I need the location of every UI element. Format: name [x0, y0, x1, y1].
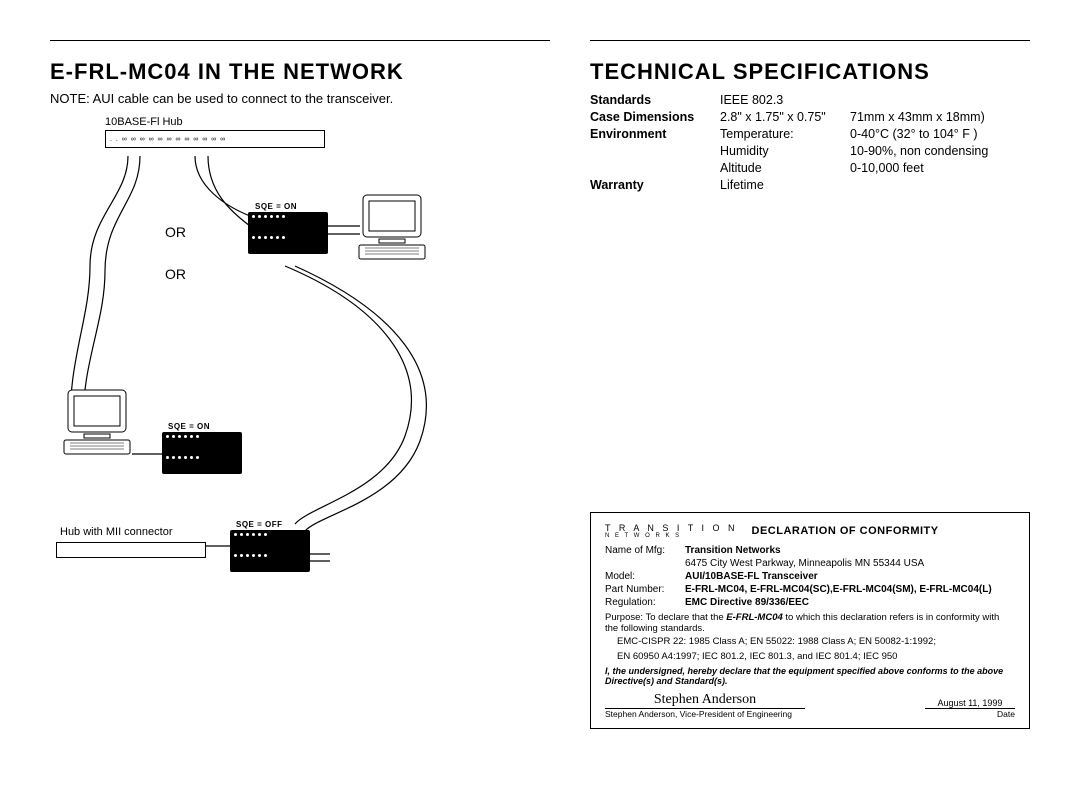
sqe-on-1: SQE = ON [255, 202, 297, 211]
date-label: Date [997, 709, 1015, 719]
declaration-box: T R A N S I T I O N N E T W O R K S DECL… [590, 512, 1030, 729]
signature: Stephen Anderson [605, 692, 805, 709]
note-text: NOTE: AUI cable can be used to connect t… [50, 91, 550, 106]
mfg-label: Name of Mfg: [605, 545, 685, 556]
spec-row: EnvironmentTemperature:0-40°C (32° to 10… [590, 127, 1030, 141]
pn-label: Part Number: [605, 584, 685, 595]
reg-label: Regulation: [605, 597, 685, 608]
spec-row: WarrantyLifetime [590, 178, 1030, 192]
device-box-2 [162, 432, 242, 474]
monitor-icon-2 [60, 386, 135, 456]
left-title: E-FRL-MC04 IN THE NETWORK [50, 59, 550, 85]
doc-title: DECLARATION OF CONFORMITY [752, 525, 939, 537]
logo-top: T R A N S I T I O N [605, 523, 738, 533]
spec-row: Case Dimensions2.8" x 1.75" x 0.75"71mm … [590, 110, 1030, 124]
spec-row: Humidity10-90%, non condensing [590, 144, 1030, 158]
doc-std1: EMC-CISPR 22: 1985 Class A; EN 55022: 19… [617, 636, 1015, 647]
hub-ports: . . ∞ ∞ ∞ ∞ ∞ ∞ ∞ ∞ ∞ ∞ ∞ ∞ [110, 136, 226, 143]
device-box-1 [248, 212, 328, 254]
sqe-on-2: SQE = ON [168, 422, 210, 431]
mfg-addr: 6475 City West Parkway, Minneapolis MN 5… [685, 558, 1015, 569]
model-value: AUI/10BASE-FL Transceiver [685, 571, 1015, 582]
spec-table: StandardsIEEE 802.3 Case Dimensions2.8" … [590, 93, 1030, 192]
doc-declare: I, the undersigned, hereby declare that … [605, 666, 1015, 686]
or-label-1: OR [165, 224, 186, 240]
hub-box: . . ∞ ∞ ∞ ∞ ∞ ∞ ∞ ∞ ∞ ∞ ∞ ∞ [105, 130, 325, 148]
model-label: Model: [605, 571, 685, 582]
device-box-3 [230, 530, 310, 572]
hub2-label: Hub with MII connector [60, 526, 173, 538]
sqe-off: SQE = OFF [236, 520, 283, 529]
sig-date: August 11, 1999 [925, 698, 1015, 709]
logo-sub: N E T W O R K S [605, 533, 738, 539]
doc-std2: EN 60950 A4:1997; IEC 801.2, IEC 801.3, … [617, 651, 1015, 662]
or-label-2: OR [165, 266, 186, 282]
network-diagram: OR OR SQE = ON SQE = ON Hub with MII con… [50, 156, 550, 616]
spec-row: Altitude0-10,000 feet [590, 161, 1030, 175]
pn-value: E-FRL-MC04, E-FRL-MC04(SC),E-FRL-MC04(SM… [685, 584, 1015, 595]
monitor-icon-1 [355, 191, 430, 261]
reg-value: EMC Directive 89/336/EEC [685, 597, 1015, 608]
signer-name: Stephen Anderson, Vice-President of Engi… [605, 709, 792, 719]
logo: T R A N S I T I O N N E T W O R K S [605, 523, 738, 539]
doc-purpose: Purpose: To declare that the E-FRL-MC04 … [605, 612, 1015, 634]
hub-label: 10BASE-Fl Hub [105, 116, 550, 128]
spec-row: StandardsIEEE 802.3 [590, 93, 1030, 107]
hub2-box [56, 542, 206, 558]
mfg-value: Transition Networks [685, 545, 1015, 556]
right-title: TECHNICAL SPECIFICATIONS [590, 59, 1030, 85]
